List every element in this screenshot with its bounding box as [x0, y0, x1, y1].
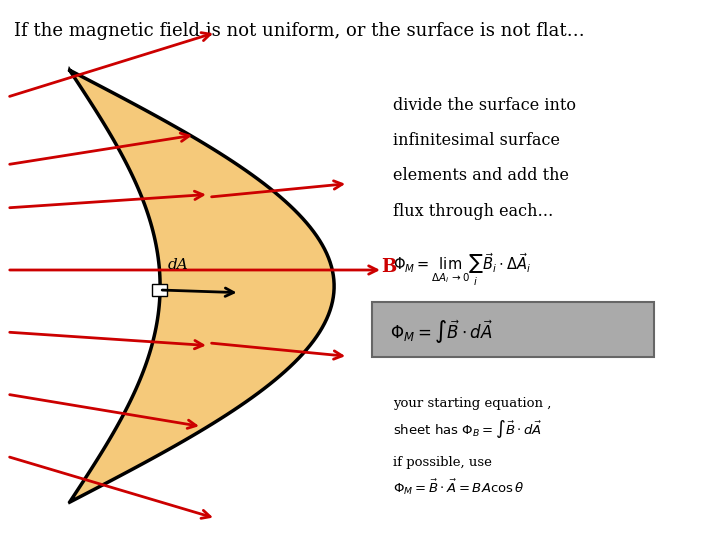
Text: $\mathrm{sheet\ has}\ \Phi_B = \int \vec{B} \cdot d\vec{A}$: $\mathrm{sheet\ has}\ \Phi_B = \int \vec…: [393, 418, 542, 441]
Text: B: B: [382, 258, 397, 276]
Text: if possible, use: if possible, use: [393, 456, 492, 469]
Text: $\Phi_M = \lim_{\Delta A_i \to 0} \sum_i \vec{B}_i \cdot \Delta\vec{A}_i$: $\Phi_M = \lim_{\Delta A_i \to 0} \sum_i…: [393, 252, 531, 288]
Text: your starting equation ,: your starting equation ,: [393, 397, 552, 410]
Text: If the magnetic field is not uniform, or the surface is not flat…: If the magnetic field is not uniform, or…: [14, 22, 585, 39]
Text: dA: dA: [168, 259, 189, 273]
Text: infinitesimal surface: infinitesimal surface: [393, 132, 560, 149]
Text: divide the surface into: divide the surface into: [393, 97, 576, 114]
Text: $\Phi_M = \vec{B} \cdot \vec{A} = BA\cos\theta$: $\Phi_M = \vec{B} \cdot \vec{A} = BA\cos…: [393, 478, 525, 497]
Text: flux through each…: flux through each…: [393, 202, 554, 219]
Bar: [152, 284, 167, 296]
FancyBboxPatch shape: [372, 302, 654, 357]
Polygon shape: [70, 70, 334, 502]
Text: $\Phi_M = \int \vec{B} \cdot d\vec{A}$: $\Phi_M = \int \vec{B} \cdot d\vec{A}$: [390, 319, 494, 346]
Text: elements and add the: elements and add the: [393, 167, 570, 184]
